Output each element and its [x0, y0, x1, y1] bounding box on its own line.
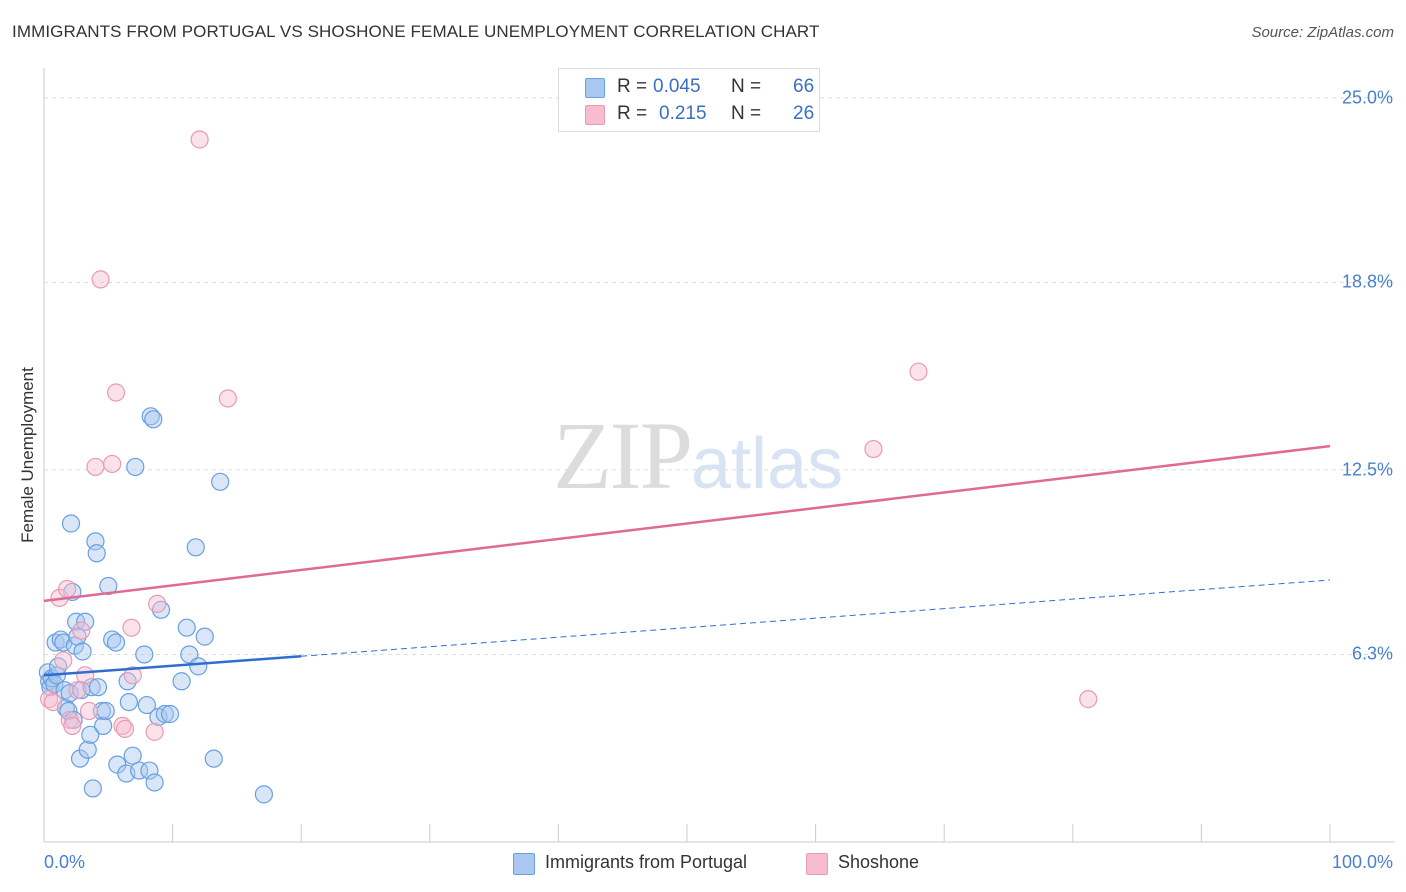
stats-r-label: R =	[617, 76, 648, 97]
y-tick-label: 6.3%	[1351, 643, 1393, 664]
portugal-point	[73, 642, 92, 661]
watermark-atlas: atlas	[691, 424, 844, 504]
legend-swatch-portugal	[513, 853, 535, 875]
portugal-point	[137, 695, 156, 715]
shoshone-point	[122, 618, 141, 637]
y-tick-label: 18.8%	[1341, 271, 1393, 292]
portugal-point	[92, 701, 111, 721]
portugal-point	[94, 716, 113, 736]
shoshone-point	[76, 666, 95, 685]
shoshone-point	[145, 722, 164, 741]
shoshone-point	[106, 383, 126, 402]
stats-n-value: 26	[793, 103, 815, 124]
portugal-point	[189, 657, 208, 676]
shoshone-point	[91, 270, 110, 289]
portugal-point	[254, 785, 274, 804]
portugal-point	[61, 514, 81, 533]
portugal-point	[126, 457, 145, 477]
portugal-point	[140, 761, 159, 780]
portugal-point	[204, 749, 223, 768]
stats-n-value: 66	[793, 76, 815, 97]
stats-legend-box: R = 0.045 N = 66 R = 0.215 N = 26	[558, 68, 820, 132]
shoshone-point	[148, 594, 167, 613]
stats-n-label: N =	[731, 103, 762, 124]
y-axis-label: Female Unemployment	[18, 367, 37, 543]
portugal-point	[46, 633, 65, 652]
shoshone-point	[63, 716, 82, 736]
portugal-point	[141, 407, 160, 426]
legend-label-shoshone: Shoshone	[838, 852, 920, 872]
shoshone-point	[68, 681, 87, 700]
portugal-point	[118, 672, 137, 691]
y-tick-label: 25.0%	[1341, 87, 1393, 108]
portugal-point	[172, 672, 191, 691]
x-tick-label-max: 100.0%	[1331, 852, 1393, 872]
watermark: ZIPatlas	[553, 400, 843, 511]
portugal-point	[145, 773, 164, 792]
portugal-point	[88, 678, 108, 697]
shoshone-point	[43, 692, 63, 712]
stats-swatch-shoshone	[585, 105, 605, 125]
shoshone-point	[54, 651, 73, 670]
shoshone-trend-line	[43, 444, 1331, 603]
portugal-point	[119, 692, 138, 712]
stats-r-label: R =	[617, 103, 648, 124]
portugal-point	[144, 410, 163, 429]
shoshone-point	[190, 130, 209, 149]
legend-swatch-shoshone	[806, 853, 828, 875]
portugal-point	[155, 704, 174, 724]
portugal-point	[64, 710, 83, 730]
stats-r-value: 0.045	[653, 76, 701, 97]
shoshone-point	[1079, 690, 1098, 709]
portugal-point	[81, 725, 100, 744]
shoshone-point	[909, 362, 928, 381]
portugal-point	[83, 779, 102, 798]
portugal-point	[99, 576, 118, 596]
source-label: Source: ZipAtlas.com	[1251, 24, 1394, 41]
portugal-point	[160, 704, 180, 724]
portugal-point	[96, 701, 115, 721]
portugal-trend-line	[43, 655, 302, 677]
x-tick-label-min: 0.0%	[44, 852, 86, 872]
portugal-point	[135, 645, 154, 664]
shoshone-point	[113, 716, 132, 736]
shoshone-point	[79, 701, 99, 721]
shoshone-point	[218, 389, 237, 408]
y-tick-label: 12.5%	[1341, 459, 1393, 480]
portugal-trend-line-extension	[301, 579, 1331, 657]
shoshone-point	[72, 621, 91, 640]
portugal-point	[76, 612, 95, 631]
shoshone-point	[864, 439, 883, 459]
portugal-point	[78, 740, 97, 759]
chart-title: IMMIGRANTS FROM PORTUGAL VS SHOSHONE FEM…	[12, 22, 820, 41]
watermark-zip: ZIP	[553, 402, 693, 509]
shoshone-point	[115, 719, 135, 738]
shoshone-point	[86, 457, 105, 477]
portugal-point	[177, 618, 196, 637]
shoshone-point	[58, 579, 77, 599]
shoshone-point	[103, 454, 122, 474]
stats-swatch-portugal	[585, 78, 605, 98]
portugal-point	[211, 472, 230, 491]
portugal-point	[87, 544, 106, 563]
portugal-point	[106, 633, 126, 652]
portugal-point	[186, 538, 205, 557]
legend-label-portugal: Immigrants from Portugal	[545, 852, 748, 872]
portugal-point	[130, 761, 149, 780]
shoshone-point	[123, 666, 142, 685]
portugal-point	[195, 627, 214, 646]
stats-r-value: 0.215	[659, 103, 707, 124]
stats-n-label: N =	[731, 76, 762, 97]
